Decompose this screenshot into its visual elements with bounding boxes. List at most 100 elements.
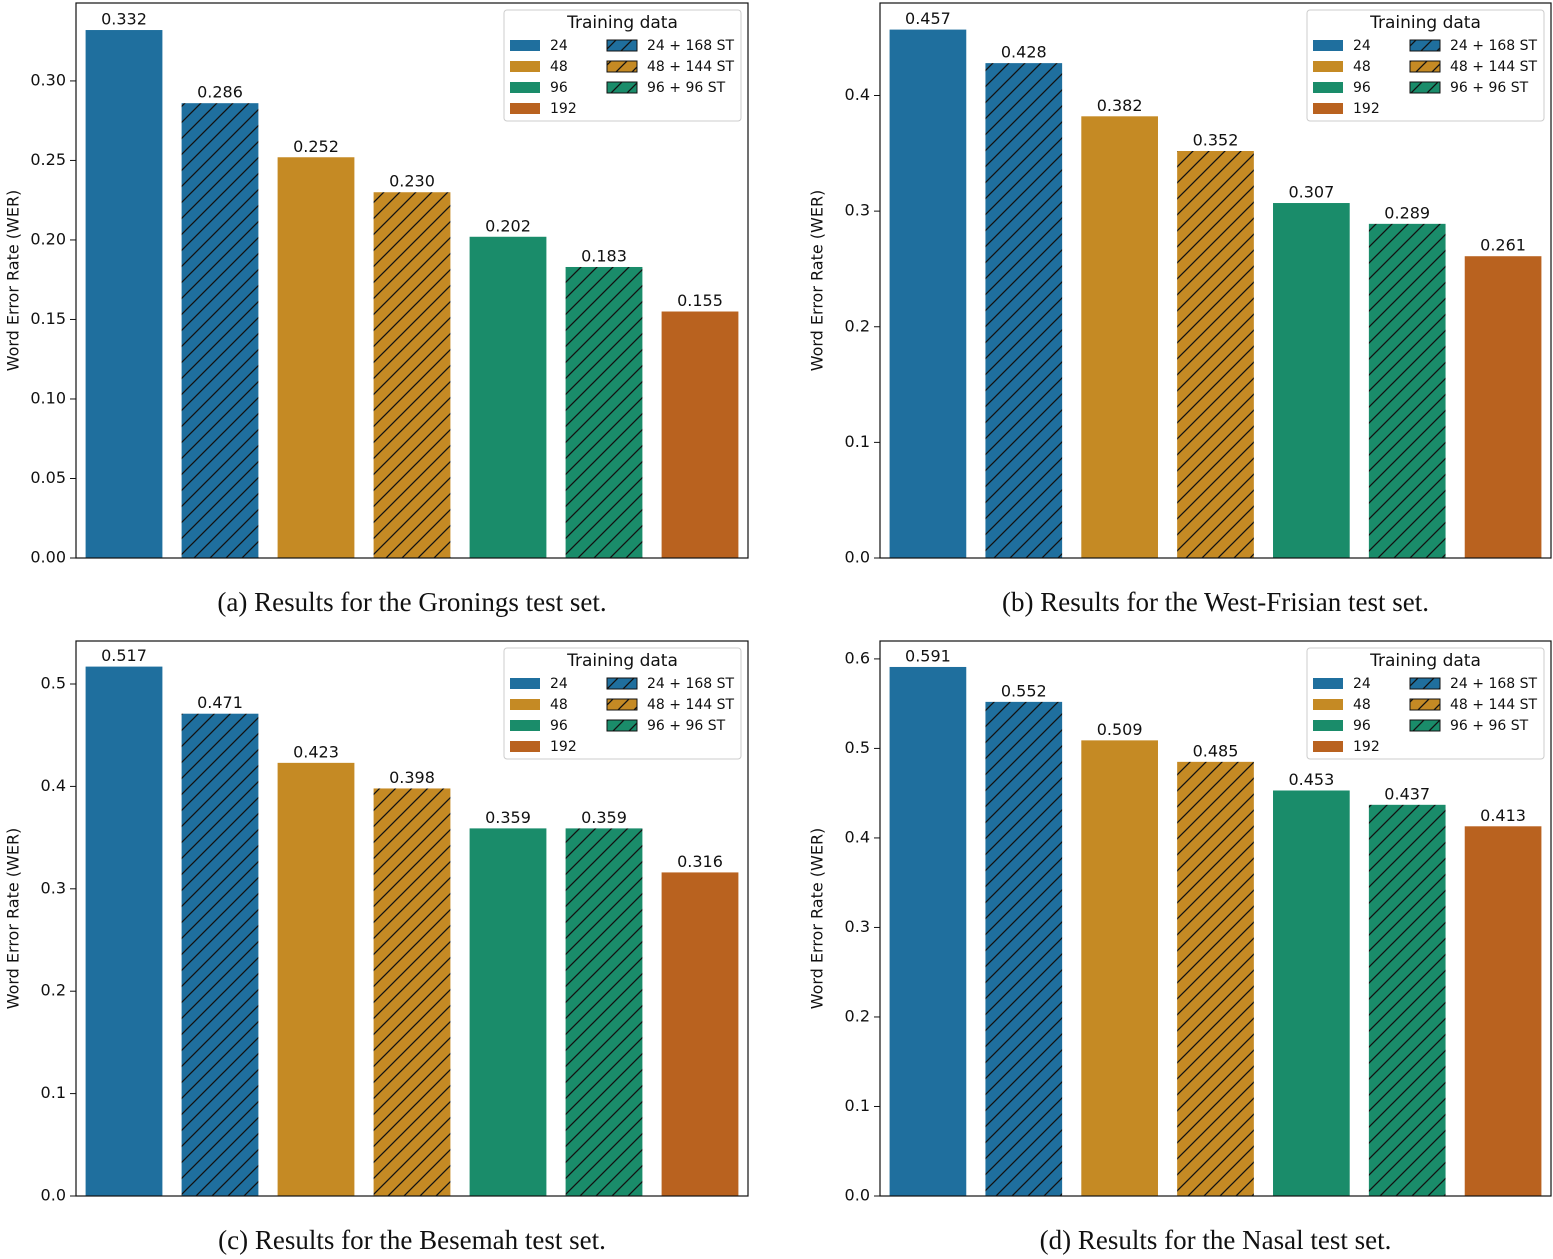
legend-label: 96 + 96 ST	[1450, 80, 1529, 96]
legend-swatch	[1313, 741, 1343, 752]
legend-label: 96	[1353, 80, 1371, 96]
legend-swatch	[510, 82, 540, 93]
y-tick-label: 0.1	[845, 432, 870, 451]
bar	[277, 157, 355, 559]
legend-swatch	[606, 719, 638, 732]
bar	[1464, 826, 1542, 1196]
bar	[373, 788, 451, 1196]
legend-title: Training data	[1369, 651, 1481, 671]
legend-swatch	[1409, 39, 1441, 52]
bar	[985, 63, 1063, 558]
value-label: 0.471	[197, 693, 243, 712]
value-label: 0.382	[1097, 96, 1143, 115]
y-axis-label: Word Error Rate (WER)	[808, 190, 827, 372]
bar	[1273, 790, 1350, 1196]
value-label: 0.230	[389, 172, 435, 191]
y-tick-label: 0.1	[845, 1096, 870, 1115]
bar	[889, 29, 967, 558]
caption: (c) Results for the Besemah test set.	[218, 1225, 606, 1255]
legend-swatch	[606, 698, 638, 711]
y-tick-label: 0.00	[30, 548, 66, 567]
value-label: 0.552	[1001, 681, 1047, 700]
legend-swatch	[510, 720, 540, 731]
legend-swatch	[1313, 678, 1343, 689]
value-label: 0.289	[1384, 203, 1430, 222]
plot-frame	[75, 2, 749, 559]
legend-label: 96 + 96 ST	[1450, 718, 1529, 734]
bar	[373, 192, 451, 558]
legend-swatch	[1313, 82, 1343, 93]
legend-label: 24 + 168 ST	[1450, 676, 1538, 692]
legend-swatch	[1409, 698, 1441, 711]
legend-label: 48	[1353, 697, 1371, 713]
y-tick-label: 0.4	[845, 827, 870, 846]
bar	[181, 713, 259, 1196]
value-label: 0.517	[101, 646, 147, 665]
legend-label: 24 + 168 ST	[647, 38, 735, 54]
legend-swatch	[510, 61, 540, 72]
legend-label: 96	[1353, 718, 1371, 734]
value-label: 0.202	[485, 216, 531, 235]
value-label: 0.398	[389, 768, 435, 787]
legend-label: 48 + 144 ST	[1450, 697, 1538, 713]
y-tick-label: 0.15	[30, 309, 66, 328]
bar	[565, 266, 643, 558]
bar	[1081, 740, 1158, 1196]
bar	[661, 311, 739, 558]
legend-label: 192	[550, 739, 577, 755]
value-label: 0.307	[1288, 183, 1334, 202]
legend-swatch	[606, 60, 638, 73]
legend-label: 48	[550, 59, 568, 75]
plot-frame	[75, 640, 749, 1197]
legend-swatch	[510, 678, 540, 689]
legend-swatch	[1409, 719, 1441, 732]
y-tick-label: 0.0	[41, 1186, 66, 1205]
legend-swatch	[1313, 61, 1343, 72]
value-label: 0.261	[1480, 236, 1526, 255]
y-tick-label: 0.0	[845, 548, 870, 567]
legend-swatch	[1409, 60, 1441, 73]
legend-label: 48 + 144 ST	[647, 59, 735, 75]
legend-label: 96 + 96 ST	[647, 80, 726, 96]
value-label: 0.591	[905, 646, 951, 665]
legend-swatch	[1409, 677, 1441, 690]
bar	[661, 872, 739, 1196]
value-label: 0.252	[293, 137, 339, 156]
y-tick-label: 0.3	[41, 878, 66, 897]
legend-swatch	[1313, 699, 1343, 710]
bar	[85, 30, 163, 559]
y-tick-label: 0.5	[845, 738, 870, 757]
legend-swatch	[1313, 40, 1343, 51]
value-label: 0.155	[677, 291, 723, 310]
y-tick-label: 0.0	[845, 1186, 870, 1205]
bar	[1464, 256, 1542, 558]
legend-title: Training data	[1369, 13, 1481, 33]
legend-label: 48	[1353, 59, 1371, 75]
plot-frame	[879, 640, 1552, 1197]
legend-label: 24	[1353, 38, 1371, 54]
bar	[469, 828, 547, 1196]
y-tick-label: 0.05	[30, 468, 66, 487]
value-label: 0.423	[293, 742, 339, 761]
bar	[1177, 151, 1254, 558]
value-label: 0.437	[1384, 784, 1430, 803]
legend-label: 96	[550, 80, 568, 96]
y-tick-label: 0.25	[30, 150, 66, 169]
value-label: 0.509	[1097, 720, 1143, 739]
y-axis-label: Word Error Rate (WER)	[4, 190, 23, 372]
bar	[1273, 203, 1350, 558]
caption: (d) Results for the Nasal test set.	[1040, 1225, 1392, 1255]
value-label: 0.183	[581, 246, 627, 265]
value-label: 0.352	[1193, 131, 1239, 150]
legend-label: 48	[550, 697, 568, 713]
legend-swatch	[1409, 81, 1441, 94]
legend-label: 24	[1353, 676, 1371, 692]
y-tick-label: 0.4	[845, 85, 870, 104]
legend-label: 192	[550, 101, 577, 117]
bar	[181, 103, 259, 558]
legend-swatch	[510, 40, 540, 51]
bar	[1368, 223, 1446, 558]
bar	[277, 762, 355, 1196]
